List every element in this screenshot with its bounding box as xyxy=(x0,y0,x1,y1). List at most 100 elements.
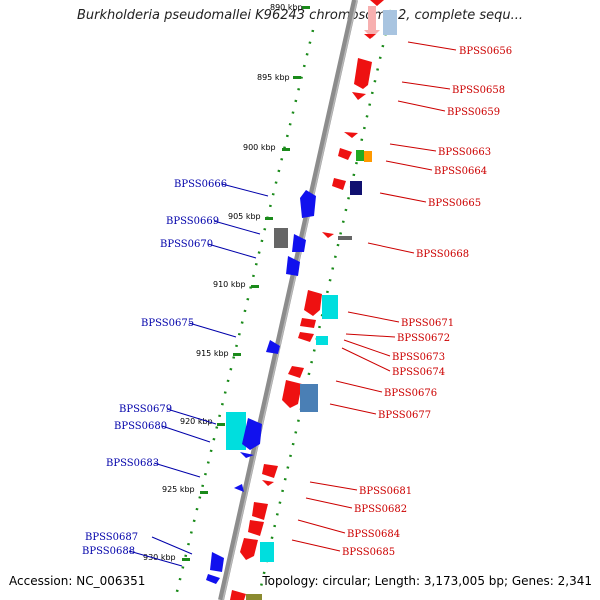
scale-tick-890 xyxy=(302,6,310,9)
scale-label-900: 900 kbp xyxy=(243,143,276,152)
gene-feature xyxy=(322,295,338,319)
reverse-strand-genes xyxy=(206,190,316,584)
gene-feature xyxy=(288,366,304,378)
gene-label-bpss0684: BPSS0684 xyxy=(347,529,400,540)
gene-label-bpss0671: BPSS0671 xyxy=(401,318,454,329)
gene-label-bpss0666: BPSS0666 xyxy=(174,179,227,190)
reverse-label-leaders xyxy=(128,183,269,567)
gene-feature xyxy=(246,594,262,600)
gene-label-bpss0673: BPSS0673 xyxy=(392,352,445,363)
gene-feature xyxy=(383,10,397,35)
gene-feature xyxy=(234,484,244,492)
scale-tick-905 xyxy=(265,217,273,220)
scale-tick-900 xyxy=(282,148,290,151)
leader-line xyxy=(207,243,257,259)
gene-feature xyxy=(274,228,288,248)
gene-label-bpss0656: BPSS0656 xyxy=(459,46,512,57)
leader-line xyxy=(389,143,437,152)
gene-feature xyxy=(364,6,380,38)
gene-label-bpss0675: BPSS0675 xyxy=(141,318,194,329)
scale-label-930: 930 kbp xyxy=(143,553,176,562)
gene-feature xyxy=(338,148,352,160)
leader-line xyxy=(291,539,341,552)
gene-feature xyxy=(356,150,364,161)
gene-feature xyxy=(332,178,346,190)
leader-line xyxy=(401,81,451,90)
gene-label-bpss0683: BPSS0683 xyxy=(106,458,159,469)
gene-label-bpss0669: BPSS0669 xyxy=(166,216,219,227)
scale-label-905: 905 kbp xyxy=(228,212,261,221)
gene-label-bpss0665: BPSS0665 xyxy=(428,198,481,209)
leader-line xyxy=(128,550,183,567)
gene-label-bpss0676: BPSS0676 xyxy=(384,388,437,399)
gene-label-bpss0685: BPSS0685 xyxy=(342,547,395,558)
gene-feature xyxy=(352,92,366,100)
leader-line xyxy=(188,322,237,338)
scale-label-910: 910 kbp xyxy=(213,280,246,289)
gene-feature xyxy=(240,452,254,458)
gene-feature xyxy=(248,520,264,536)
gene-label-bpss0659: BPSS0659 xyxy=(447,107,500,118)
gene-feature xyxy=(206,574,220,584)
gene-label-bpss0679: BPSS0679 xyxy=(119,404,172,415)
gene-label-bpss0658: BPSS0658 xyxy=(452,85,505,96)
gene-feature xyxy=(262,464,278,478)
gene-label-bpss0677: BPSS0677 xyxy=(378,410,431,421)
gene-label-bpss0668: BPSS0668 xyxy=(416,249,469,260)
gene-feature xyxy=(210,552,224,572)
gene-feature xyxy=(262,480,274,486)
scale-tick-895 xyxy=(293,76,301,79)
map-title: Burkholderia pseudomallei K96243 chromos… xyxy=(76,8,524,23)
gene-feature xyxy=(292,234,306,252)
leader-line xyxy=(153,462,201,478)
gene-feature xyxy=(304,290,322,316)
gene-label-bpss0687: BPSS0687 xyxy=(85,532,138,543)
gene-feature xyxy=(364,34,376,39)
forward-strand-genes xyxy=(230,0,397,600)
gene-feature xyxy=(300,384,318,412)
scale-label-890: 890 kbp xyxy=(270,3,303,12)
gene-label-bpss0682: BPSS0682 xyxy=(354,504,407,515)
leader-line xyxy=(345,333,396,338)
scale-label-895: 895 kbp xyxy=(257,73,290,82)
leader-line xyxy=(161,425,211,443)
gene-label-bpss0672: BPSS0672 xyxy=(397,333,450,344)
leader-line xyxy=(385,160,433,171)
gene-feature xyxy=(286,256,300,276)
gene-label-bpss0664: BPSS0664 xyxy=(434,166,487,177)
leader-line xyxy=(367,242,415,254)
gene-label-bpss0663: BPSS0663 xyxy=(438,147,491,158)
forward-label-leaders xyxy=(291,41,457,552)
scale-tick-915 xyxy=(233,353,241,356)
gene-feature xyxy=(252,502,268,520)
gene-label-bpss0688: BPSS0688 xyxy=(82,546,135,557)
leader-line xyxy=(397,100,446,112)
scale-tick-920 xyxy=(217,423,225,426)
gene-feature xyxy=(354,58,372,89)
gene-feature xyxy=(266,340,280,354)
leader-line xyxy=(297,519,346,534)
topology-summary: Topology: circular; Length: 3,173,005 bp… xyxy=(262,574,592,588)
scale-tick-910 xyxy=(251,285,259,288)
gene-feature xyxy=(350,181,362,195)
leader-line xyxy=(221,183,269,197)
leader-line xyxy=(379,192,427,203)
leader-line xyxy=(309,481,358,491)
scale-ticks: 890 kbp 895 kbp 900 kbp 905 kbp 910 kbp … xyxy=(143,3,310,562)
leader-line xyxy=(166,408,217,425)
scale-tick-track xyxy=(173,29,315,600)
genome-backbone xyxy=(218,0,358,600)
leader-line xyxy=(305,497,353,509)
scale-label-915: 915 kbp xyxy=(196,349,229,358)
gene-feature xyxy=(300,190,316,218)
leader-line xyxy=(151,536,193,555)
gene-feature xyxy=(300,318,316,328)
gene-feature xyxy=(260,542,274,562)
gene-feature xyxy=(240,538,258,560)
gene-feature xyxy=(370,0,384,6)
gene-feature xyxy=(242,418,262,450)
gene-feature xyxy=(282,380,302,408)
leader-line xyxy=(329,403,377,415)
genome-backbone-highlight xyxy=(222,0,358,600)
